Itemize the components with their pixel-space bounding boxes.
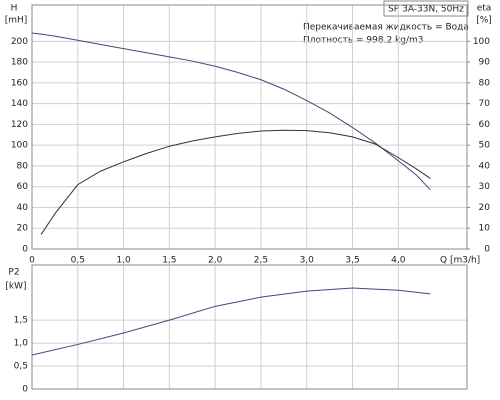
annotation: Плотность = 998.2 kg/m3 [303,36,424,46]
y2-tick-label: 90 [479,58,491,68]
y-tick-label: 0,5 [14,362,28,372]
x-tick-label: 2,0 [208,256,223,266]
y-tick-label: 80 [17,161,29,171]
plot-frame [31,4,468,250]
y-tick-label: 100 [11,141,28,151]
y2-label: eta [477,4,492,14]
y-tick-label: 160 [11,78,28,88]
x-tick-label: 1,5 [162,256,176,266]
curve [40,129,431,235]
y-tick-label: 140 [11,99,28,109]
y-tick-label: 120 [11,120,28,130]
plot-frame [31,264,468,390]
y-tick-label: 200 [11,37,28,47]
y2-tick-label: 40 [479,161,491,171]
curve [31,32,431,191]
y2-tick-label: 60 [479,120,491,130]
curve [31,287,431,356]
x-tick-label: 0 [29,256,35,266]
y-unit: [mH] [5,16,28,26]
x-tick-label: 1,0 [116,256,131,266]
y2-unit: [%] [476,16,492,26]
y-label: P2 [8,268,19,278]
y-tick-label: 180 [11,58,28,68]
y2-tick-label: 80 [479,78,491,88]
y-tick-label: 40 [17,203,29,213]
y-label: H [11,4,18,14]
x-tick-label: 0,5 [71,256,85,266]
x-label: Q [m3/h] [440,256,480,266]
annotation: Перекачиваемая жидкость = Вода [303,23,469,33]
y2-tick-label: 0 [484,245,490,255]
x-tick-label: 4,0 [391,256,406,266]
x-tick-label: 3,0 [300,256,315,266]
y-tick-label: 0 [22,245,28,255]
y2-tick-label: 50 [479,141,491,151]
y2-tick-label: 20 [479,203,491,213]
y2-tick-label: 100 [473,37,490,47]
y2-tick-label: 30 [479,182,491,192]
chart-title: SP 3A-33N, 50Hz [388,5,464,15]
y2-tick-label: 70 [479,99,491,109]
x-tick-label: 3,5 [345,256,359,266]
y-tick-label: 1,0 [14,339,29,349]
x-tick-label: 2,5 [254,256,268,266]
y-tick-label: 0 [22,385,28,395]
y2-tick-label: 10 [479,224,491,234]
y-tick-label: 60 [17,182,29,192]
y-unit: [kW] [5,282,26,292]
y-tick-label: 1,5 [14,316,28,326]
y-tick-label: 20 [17,224,29,234]
